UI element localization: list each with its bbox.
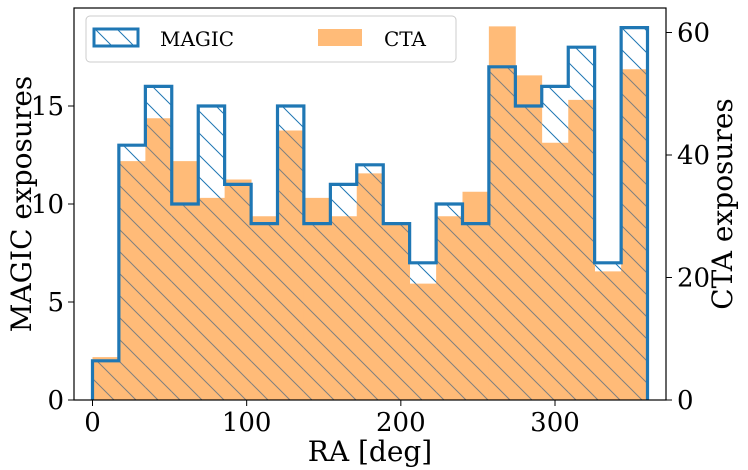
- legend: MAGIC CTA: [85, 15, 457, 63]
- magic-step-outline: [90, 26, 650, 400]
- legend-swatch-cta: [318, 29, 362, 46]
- overlap-hatch: [594, 271, 622, 400]
- overlap-hatch: [251, 223, 278, 400]
- overlap-hatch: [171, 204, 199, 400]
- overlap-hatch: [409, 283, 437, 400]
- x-tick-label: 300: [530, 408, 580, 438]
- overlap-hatch: [621, 69, 648, 400]
- overlap-hatch: [462, 223, 489, 400]
- x-axis-ticks: 0 100 200 300: [84, 400, 580, 438]
- overlap-hatch: [92, 360, 119, 400]
- left-y-axis-ticks: 0 5 10 15: [31, 92, 74, 416]
- left-y-axis-label: MAGIC exposures: [5, 76, 38, 333]
- overlap-hatch: [436, 216, 463, 400]
- x-axis-label: RA [deg]: [308, 435, 432, 468]
- overlap-hatch: [541, 142, 569, 400]
- left-y-tick-label: 15: [31, 92, 64, 122]
- overlap-hatch: [515, 106, 542, 400]
- x-tick-label: 200: [376, 408, 426, 438]
- overlap-hatch: [488, 66, 516, 400]
- right-y-axis-ticks: 0 20 40 60: [666, 19, 710, 416]
- legend-swatch-magic: [92, 27, 140, 48]
- overlap-hatch: [383, 223, 410, 400]
- overlap-hatch: [330, 216, 357, 400]
- overlap-hatch: [145, 118, 172, 400]
- left-y-tick-label: 10: [31, 190, 64, 220]
- overlap-hatch: [118, 161, 146, 400]
- x-tick-label: 100: [222, 408, 272, 438]
- right-y-tick-label: 0: [677, 386, 694, 416]
- overlap-hatch: [303, 223, 331, 400]
- right-y-tick-label: 60: [677, 19, 710, 49]
- overlap-hatch: [568, 99, 595, 400]
- left-y-tick-label: 5: [47, 288, 64, 318]
- overlap-hatch: [224, 184, 252, 400]
- overlap-hatch: [198, 197, 225, 400]
- legend-frame: [85, 15, 457, 63]
- legend-label-magic: MAGIC: [160, 27, 234, 51]
- overlap-hatch: [277, 130, 304, 400]
- right-y-tick-label: 20: [677, 264, 710, 294]
- overlap-hatch-layer: [92, 66, 648, 400]
- legend-label-cta: CTA: [384, 27, 427, 51]
- right-y-tick-label: 40: [677, 141, 710, 171]
- overlap-hatch: [356, 173, 384, 400]
- x-tick-label: 0: [84, 408, 101, 438]
- left-y-tick-label: 0: [47, 386, 64, 416]
- right-y-axis-label: CTA exposures: [706, 98, 739, 310]
